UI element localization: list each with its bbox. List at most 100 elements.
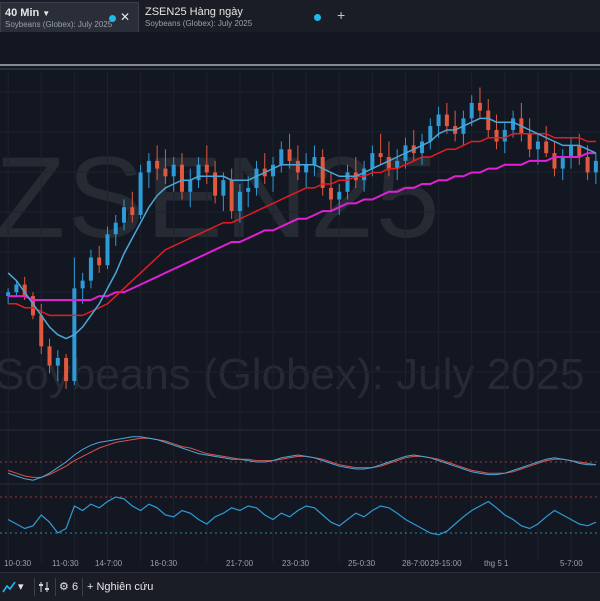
candle-body[interactable] (279, 149, 284, 165)
candle-body[interactable] (569, 145, 574, 157)
candle-body[interactable] (80, 280, 85, 289)
candle-body[interactable] (535, 141, 540, 150)
time-axis-label: 28-7:00 (402, 559, 430, 568)
candle-body[interactable] (386, 157, 391, 169)
candle-body[interactable] (204, 164, 209, 173)
candle-body[interactable] (55, 357, 60, 366)
candle-body[interactable] (88, 257, 93, 281)
candle-body[interactable] (469, 102, 474, 119)
candle-body[interactable] (105, 234, 110, 266)
candle-body[interactable] (345, 172, 350, 192)
candle-body[interactable] (370, 153, 375, 169)
tab-subtitle: Soybeans (Globex): July 2025 (145, 19, 253, 28)
candle-body[interactable] (213, 172, 218, 196)
candle-body[interactable] (6, 292, 11, 297)
candle-body[interactable] (304, 164, 309, 173)
candle-body[interactable] (436, 114, 441, 127)
candle-body[interactable] (494, 129, 499, 142)
time-axis-label: 11-0:30 (52, 559, 79, 568)
candle-body[interactable] (237, 191, 242, 212)
candle-body[interactable] (287, 149, 292, 161)
candle-body[interactable] (362, 168, 367, 181)
candle-body[interactable] (155, 160, 160, 169)
candle-body[interactable] (320, 157, 325, 188)
candle-body[interactable] (39, 315, 44, 347)
research-label: Nghiên cứu (96, 581, 154, 593)
candle-body[interactable] (295, 160, 300, 173)
settings-button[interactable]: ⚙ 6 (59, 577, 81, 597)
time-axis-label: 14-7:00 (95, 559, 123, 568)
candle-body[interactable] (444, 114, 449, 127)
candle-body[interactable] (527, 133, 532, 150)
close-icon[interactable]: ✕ (119, 10, 130, 24)
chart-area[interactable]: ZSEN25 Soybeans (Globex): July 2025 10-0… (0, 32, 600, 572)
candle-body[interactable] (428, 126, 433, 142)
candle-body[interactable] (337, 191, 342, 200)
candle-body[interactable] (544, 141, 549, 154)
candle-body[interactable] (229, 180, 234, 212)
candle-body[interactable] (64, 357, 69, 382)
candle-body[interactable] (246, 187, 251, 192)
osc1-signal-line[interactable] (7, 437, 596, 478)
tab-title: 40 Min ▼ (5, 7, 51, 19)
candle-body[interactable] (188, 180, 193, 192)
osc2-line[interactable] (7, 496, 597, 536)
candle-body[interactable] (328, 187, 333, 200)
candle-body[interactable] (97, 257, 102, 266)
candle-body[interactable] (502, 129, 507, 142)
candle-body[interactable] (146, 160, 151, 173)
tab-daily[interactable]: ZSEN25 Hàng ngày Soybeans (Globex): July… (139, 2, 359, 32)
candle-body[interactable] (486, 110, 491, 130)
candle-body[interactable] (560, 157, 565, 169)
candle-body[interactable] (47, 346, 52, 366)
tab-bar: 40 Min ▼ Soybeans (Globex): July 2025 ✕ Z… (0, 0, 600, 32)
ma-mid-line[interactable] (8, 133, 596, 317)
candle-body[interactable] (593, 160, 598, 173)
candle-body[interactable] (585, 157, 590, 173)
candle-body[interactable] (378, 153, 383, 157)
candle-body[interactable] (477, 102, 482, 111)
candle-body[interactable] (511, 118, 516, 130)
time-axis-label: 25-0:30 (348, 559, 376, 568)
time-axis-label: 21-7:00 (226, 559, 254, 568)
candle-body[interactable] (420, 141, 425, 154)
candle-body[interactable] (22, 284, 27, 297)
candle-body[interactable] (577, 145, 582, 157)
research-button[interactable]: + Nghiên cứu (87, 577, 153, 597)
tab-title: ZSEN25 Hàng ngày (145, 6, 243, 18)
candle-body[interactable] (196, 164, 201, 181)
candle-body[interactable] (552, 153, 557, 169)
candle-body[interactable] (30, 296, 35, 316)
candle-body[interactable] (171, 164, 176, 177)
plus-icon[interactable]: + (337, 7, 346, 23)
time-axis-label: 23-0:30 (282, 559, 310, 568)
candle-body[interactable] (312, 157, 317, 165)
candle-body[interactable] (130, 207, 135, 215)
ma-slow-line[interactable] (8, 152, 596, 301)
candle-body[interactable] (113, 222, 118, 235)
candle-body[interactable] (254, 168, 259, 188)
watermark-description: Soybeans (Globex): July 2025 (0, 350, 585, 399)
sliders-icon[interactable] (38, 577, 54, 597)
candle-body[interactable] (221, 180, 226, 196)
chevron-down-icon[interactable]: ▾ (18, 581, 24, 593)
time-axis-label: 16-0:30 (150, 559, 178, 568)
drawing-icon[interactable] (2, 577, 20, 597)
price-chart[interactable]: 10-0:30 11-0:30 14-7:00 16-0:30 21-7:00 23-0:… (0, 32, 600, 572)
chevron-down-icon[interactable]: ▼ (42, 9, 51, 18)
candle-body[interactable] (179, 164, 184, 192)
osc1-main-line[interactable] (7, 436, 596, 481)
candle-body[interactable] (138, 172, 143, 215)
candle-body[interactable] (395, 160, 400, 169)
status-dot-icon (109, 15, 116, 22)
tab-40-min[interactable]: 40 Min ▼ Soybeans (Globex): July 2025 ✕ (0, 2, 139, 32)
candle-body[interactable] (163, 168, 168, 177)
watermark-symbol: ZSEN25 (0, 134, 442, 262)
time-axis-label: 29-15:00 (430, 559, 462, 568)
candle-body[interactable] (271, 164, 276, 177)
gear-icon: ⚙ (59, 581, 69, 593)
time-axis-label: 5-7:00 (560, 559, 583, 568)
candle-body[interactable] (14, 284, 19, 293)
ma-fast-line[interactable] (7, 117, 597, 340)
candle-body[interactable] (122, 207, 127, 223)
